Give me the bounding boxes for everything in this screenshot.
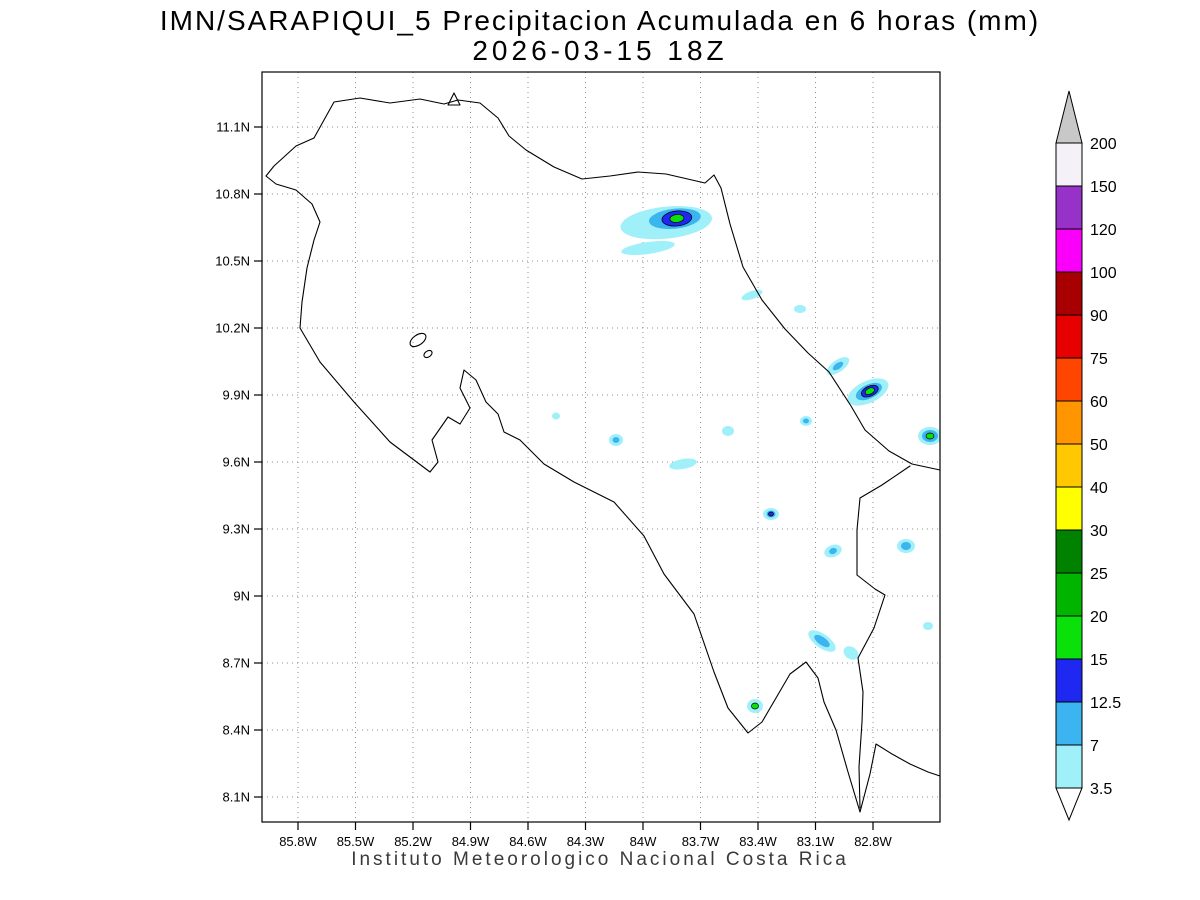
- colorbar-segment: [1055, 701, 1083, 746]
- lat-tick-label: 8.4N: [223, 723, 250, 738]
- axes: 11.1N 10.8N 10.5N 10.2N 9.9N 9.6N 9.3N 9N 8.7N 8.…: [215, 120, 892, 850]
- precip-cell: [843, 646, 859, 660]
- colorbar-tick-label: 150: [1090, 179, 1117, 196]
- colorbar-tick-label: 120: [1090, 222, 1117, 239]
- lon-tick-label: 85.8W: [279, 834, 317, 849]
- precip-cell: [751, 702, 759, 710]
- colorbar-segment: [1055, 228, 1083, 273]
- precip-cell: [552, 412, 560, 420]
- colorbar-tick-label: 25: [1090, 566, 1108, 583]
- lon-tick-label: 83.4W: [739, 834, 777, 849]
- precip-cell: [669, 214, 685, 223]
- colorbar-segment: [1055, 486, 1083, 531]
- panama-border: [856, 465, 911, 809]
- precip-shading: [552, 205, 940, 713]
- nicaragua-border-caribbean-coastline: [313, 97, 941, 471]
- colorbar-tick-label: 90: [1090, 308, 1108, 325]
- lon-tick-label: 84W: [630, 834, 657, 849]
- colorbar-tick-label: 3.5: [1090, 781, 1112, 798]
- colorbar-tick-label: 100: [1090, 265, 1117, 282]
- lon-tick-label: 84.6W: [509, 834, 547, 849]
- map-title: IMN/SARAPIQUI_5 Precipitacion Acumulada …: [159, 5, 1041, 36]
- colorbar-tick-label: 200: [1090, 136, 1117, 153]
- colorbar-tick-label: 40: [1090, 480, 1108, 497]
- lat-tick-label: 9.6N: [223, 455, 250, 470]
- colorbar-tick-label: 15: [1090, 652, 1108, 669]
- map-border: [261, 71, 941, 823]
- coastlines: [265, 92, 941, 813]
- lon-tick-label: 83.1W: [797, 834, 835, 849]
- colorbar-segment: [1055, 658, 1083, 703]
- colorbar-tick-label: 20: [1090, 609, 1108, 626]
- colorbar-segment: [1055, 314, 1083, 359]
- lon-tick-label: 83.7W: [682, 834, 720, 849]
- lat-tick-label: 8.1N: [223, 790, 250, 805]
- lon-tick-label: 82.8W: [854, 834, 892, 849]
- colorbar-under-arrow: [1055, 787, 1083, 822]
- colorbar-segment: [1055, 142, 1083, 187]
- precip-cell: [621, 240, 675, 256]
- colorbar-tick-label: 60: [1090, 394, 1108, 411]
- lat-tick-label: 10.5N: [215, 254, 250, 269]
- precip-cell: [925, 432, 935, 440]
- map-subtitle: 2026-03-15 18Z: [472, 35, 728, 66]
- lon-tick-label: 84.3W: [567, 834, 605, 849]
- precip-cell: [814, 634, 830, 648]
- lat-tick-label: 10.8N: [215, 187, 250, 202]
- colorbar-segment: [1055, 744, 1083, 789]
- precip-cell: [741, 289, 763, 301]
- precip-cell: [768, 511, 774, 517]
- colorbar-tick-label: 12.5: [1090, 695, 1121, 712]
- lat-tick-label: 8.7N: [223, 656, 250, 671]
- precip-cell: [923, 622, 933, 630]
- lat-tick-label: 10.2N: [215, 321, 250, 336]
- colorbar: 200 150 120 100 90 75 60 50 40 30 25 20 15 12.5 7 3.5: [1055, 90, 1121, 822]
- precip-cell: [829, 547, 837, 555]
- precip-cell: [901, 542, 911, 550]
- lat-tick-label: 9N: [233, 589, 250, 604]
- colorbar-segment: [1055, 185, 1083, 230]
- colorbar-segment: [1055, 443, 1083, 488]
- gulf-island: [409, 332, 427, 348]
- footer-credit: Instituto Meteorologico Nacional Costa R…: [351, 849, 849, 870]
- lon-tick-label: 85.2W: [394, 834, 432, 849]
- precip-cell: [612, 437, 620, 443]
- precip-cell: [794, 305, 806, 313]
- colorbar-tick-label: 30: [1090, 523, 1108, 540]
- colorbar-segment: [1055, 400, 1083, 445]
- costa-rica-pacific-coastline: [265, 137, 941, 813]
- colorbar-segment: [1055, 271, 1083, 316]
- gridlines: [262, 72, 940, 822]
- lat-tick-label: 11.1N: [216, 120, 250, 135]
- colorbar-segment: [1055, 529, 1083, 574]
- lat-tick-label: 9.3N: [223, 522, 250, 537]
- gulf-island-small: [423, 349, 433, 359]
- precip-cell: [722, 426, 734, 436]
- lat-tick-label: 9.9N: [223, 388, 250, 403]
- colorbar-tick-label: 50: [1090, 437, 1108, 454]
- lake-island: [447, 92, 461, 106]
- colorbar-segment: [1055, 357, 1083, 402]
- colorbar-segment: [1055, 572, 1083, 617]
- lon-tick-label: 84.9W: [452, 834, 490, 849]
- precip-cell: [832, 361, 844, 371]
- precip-cell: [803, 418, 809, 424]
- colorbar-over-arrow: [1055, 90, 1083, 144]
- lon-tick-label: 85.5W: [337, 834, 375, 849]
- colorbar-tick-label: 7: [1090, 738, 1099, 755]
- precip-cell: [669, 458, 697, 470]
- colorbar-segment: [1055, 615, 1083, 660]
- precip-cell: [864, 387, 875, 395]
- colorbar-tick-label: 75: [1090, 351, 1108, 368]
